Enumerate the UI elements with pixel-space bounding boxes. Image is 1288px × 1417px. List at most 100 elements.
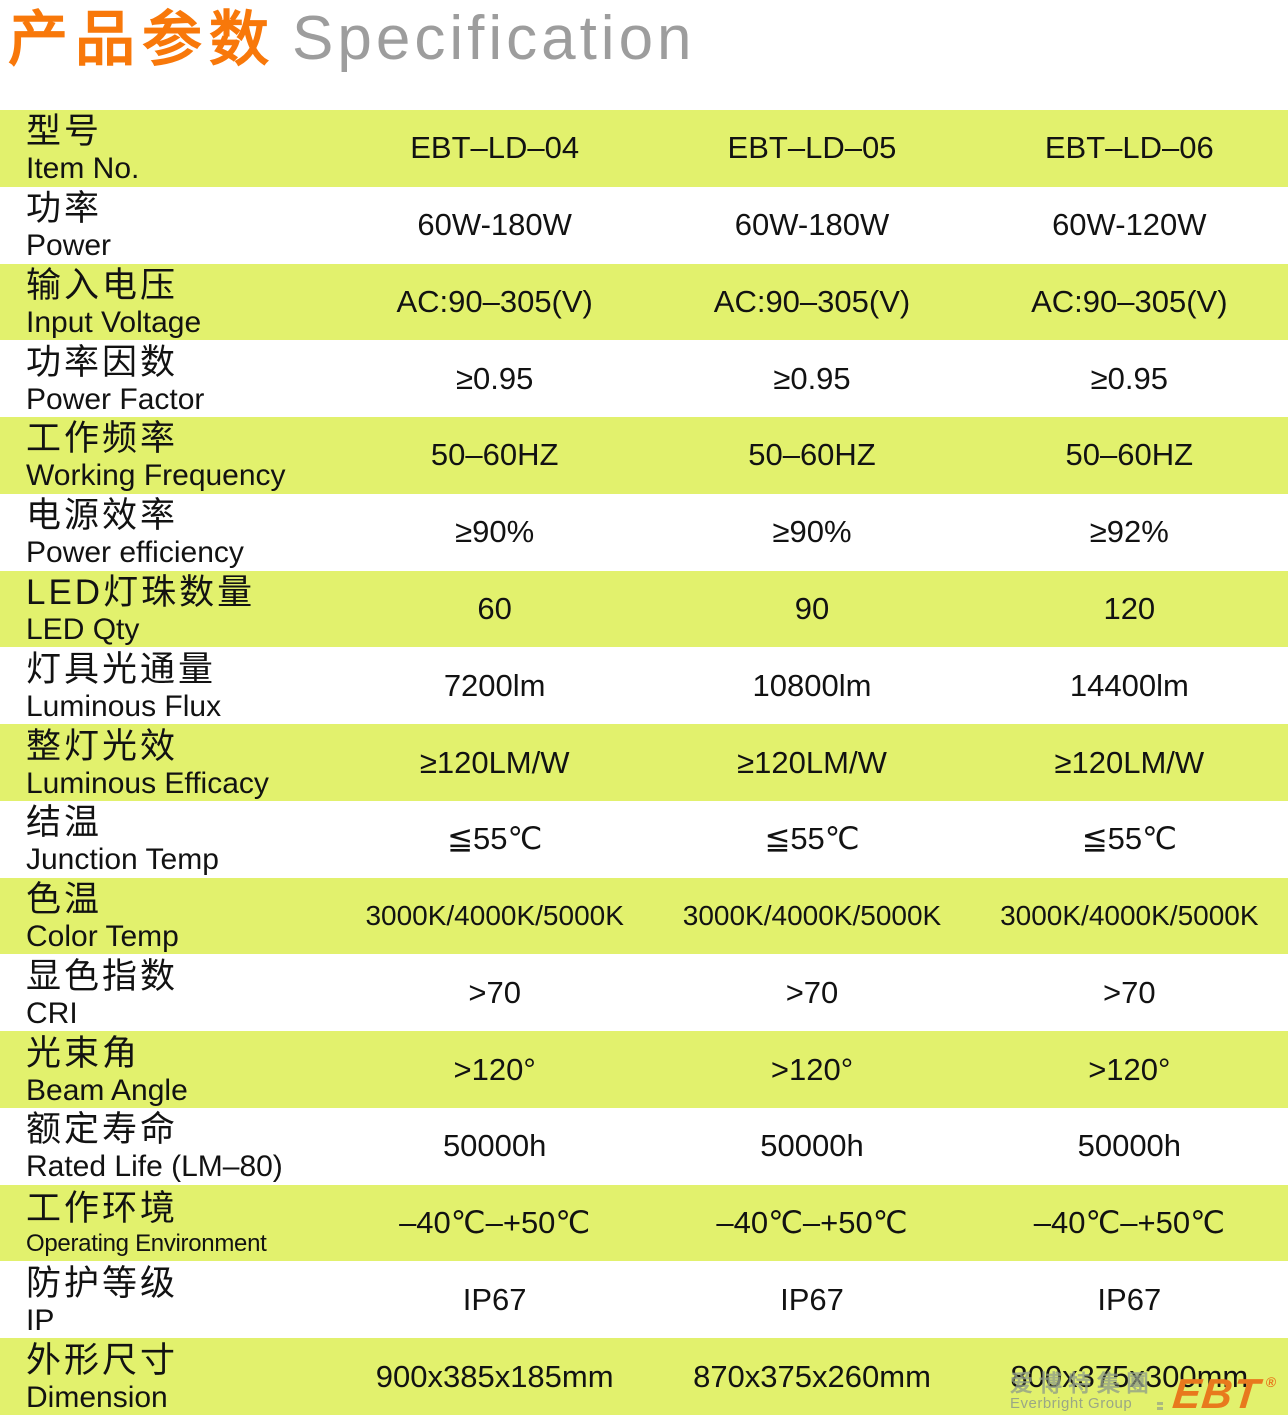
spec-row-3: 输入电压 Input Voltage AC:90–305(V) AC:90–305(V… (0, 263, 1288, 341)
spec-value-col3: –40℃–+50℃ (1033, 1205, 1225, 1241)
spec-value-col3: 14400lm (1069, 667, 1189, 703)
row-label-chinese: 型号 (26, 112, 103, 152)
spec-value-col1: 50000h (442, 1128, 547, 1164)
spec-row-14: 额定寿命 Rated Life (LM–80) 50000h 50000h 50000h (0, 1107, 1288, 1185)
spec-value-col2: ≥0.95 (773, 360, 851, 396)
spec-value-col1: AC:90–305(V) (396, 283, 593, 319)
spec-value-col2: 10800lm (752, 667, 872, 703)
row-label: 防护等级 IP (0, 1261, 336, 1338)
spec-row-16: 防护等级 IP IP67 IP67 IP67 (0, 1261, 1288, 1339)
spec-table: 型号 Item No. EBT–LD–04 EBT–LD–05 EBT–LD–06 功率 P… (0, 110, 1288, 1416)
row-label-chinese: 显色指数 (26, 956, 179, 996)
page-title: 产品参数 Specification (0, 0, 1288, 112)
spec-row-11: 色温 Color Temp 3000K/4000K/5000K 3000K/4000K… (0, 877, 1288, 955)
row-label-chinese: 防护等级 (26, 1263, 179, 1303)
row-label-english: Power (26, 229, 112, 263)
spec-value-col1: ≥120LM/W (419, 744, 570, 780)
row-label: 灯具光通量 Luminous Flux (0, 647, 336, 724)
spec-value-col1: ≦55℃ (447, 821, 543, 857)
row-label: 工作频率 Working Frequency (0, 417, 336, 494)
spec-value-col3: >70 (1103, 974, 1156, 1010)
row-label-chinese: 光束角 (26, 1033, 141, 1073)
spec-value-col2: 50000h (760, 1128, 864, 1164)
spec-row-1: 型号 Item No. EBT–LD–04 EBT–LD–05 EBT–LD–06 (0, 110, 1288, 187)
spec-value-col3: AC:90–305(V) (1031, 283, 1228, 319)
spec-row-10: 结温 Junction Temp ≦55℃ ≦55℃ ≦55℃ (0, 800, 1288, 878)
row-label-english: Working Frequency (26, 459, 286, 493)
row-label-chinese: 额定寿命 (26, 1110, 179, 1150)
spec-value-col2: ≦55℃ (764, 821, 860, 857)
spec-value-col2: IP67 (780, 1281, 844, 1317)
company-logo: 爱博特集團 Everbright Group EBT ® (1010, 1370, 1278, 1417)
spec-value-col3: 50–60HZ (1065, 437, 1194, 473)
row-label-english: LED Qty (26, 612, 140, 646)
row-label-english: IP (26, 1303, 55, 1337)
spec-value-col2: ≥120LM/W (737, 744, 887, 780)
spec-row-7: LED灯珠数量 LED Qty 60 90 120 (0, 570, 1288, 648)
spec-value-col1: >120° (453, 1051, 536, 1087)
row-label-chinese: 结温 (26, 803, 103, 843)
spec-row-13: 光束角 Beam Angle >120° >120° >120° (0, 1031, 1288, 1108)
spec-value-col2: 90 (794, 590, 830, 626)
spec-value-col2: EBT–LD–05 (727, 130, 897, 166)
company-name-chinese: 爱博特集團 (1010, 1370, 1155, 1396)
spec-value-col2: –40℃–+50℃ (716, 1205, 908, 1241)
spec-value-col2: >70 (785, 974, 839, 1010)
spec-value-col3: ≥0.95 (1090, 360, 1168, 396)
spec-value-col1: ≥0.95 (455, 360, 534, 396)
row-label-chinese: 功率 (26, 189, 103, 229)
row-label-english: Luminous Efficacy (26, 766, 269, 800)
spec-value-col1: 900x385x185mm (375, 1358, 614, 1394)
spec-value-col1: EBT–LD–04 (410, 130, 580, 166)
spec-value-col2: AC:90–305(V) (713, 283, 911, 319)
spec-value-col2: 60W-180W (734, 207, 890, 243)
row-label-chinese: LED灯珠数量 (26, 572, 256, 612)
row-label-chinese: 工作环境 (26, 1189, 179, 1229)
spec-value-col3: 3000K/4000K/5000K (1000, 900, 1259, 932)
row-label: 结温 Junction Temp (0, 801, 336, 878)
spec-row-12: 显色指数 CRI >70 >70 >70 (0, 954, 1288, 1032)
ebt-brand-text: EBT (1170, 1370, 1263, 1417)
spec-value-col3: IP67 (1097, 1281, 1162, 1317)
row-label-english: Power efficiency (26, 536, 244, 570)
row-label-chinese: 工作频率 (26, 419, 179, 459)
row-label-chinese: 外形尺寸 (26, 1340, 179, 1380)
page-title-english: Specification (292, 4, 696, 73)
logo-tick-marks (1157, 1400, 1163, 1412)
spec-value-col1: 3000K/4000K/5000K (365, 900, 624, 932)
row-label: LED灯珠数量 LED Qty (0, 571, 336, 648)
row-label-chinese: 色温 (26, 880, 103, 920)
spec-row-8: 灯具光通量 Luminous Flux 7200lm 10800lm 14400lm (0, 647, 1288, 725)
spec-value-col3: 120 (1103, 590, 1156, 626)
spec-row-9: 整灯光效 Luminous Efficacy ≥120LM/W ≥120LM/W ≥12… (0, 724, 1288, 801)
row-label-english: Color Temp (26, 920, 179, 954)
row-label-english: Luminous Flux (26, 689, 222, 723)
spec-value-col3: ≥120LM/W (1054, 744, 1205, 780)
row-label: 输入电压 Input Voltage (0, 264, 336, 341)
company-name-english: Everbright Group (1010, 1395, 1133, 1412)
spec-value-col1: –40℃–+50℃ (399, 1205, 591, 1241)
spec-value-col1: >70 (468, 974, 521, 1010)
row-label: 功率因数 Power Factor (0, 340, 336, 417)
row-label: 额定寿命 Rated Life (LM–80) (0, 1108, 336, 1185)
spec-row-2: 功率 Power 60W-180W 60W-180W 60W-120W (0, 186, 1288, 264)
spec-value-col1: ≥90% (455, 514, 535, 550)
row-label: 整灯光效 Luminous Efficacy (0, 724, 336, 801)
row-label: 光束角 Beam Angle (0, 1031, 336, 1108)
row-label: 显色指数 CRI (0, 954, 336, 1031)
spec-value-col3: ≥92% (1089, 514, 1169, 550)
spec-value-col2: 870x375x260mm (693, 1358, 931, 1394)
row-label-english: CRI (26, 996, 78, 1030)
row-label-chinese: 输入电压 (26, 265, 179, 305)
company-name-block: 爱博特集團 Everbright Group (1010, 1371, 1155, 1412)
spec-value-col3: 800x375x300mm (1010, 1358, 1249, 1394)
spec-value-col1: 50–60HZ (430, 437, 559, 473)
row-label-english: Junction Temp (26, 843, 219, 877)
row-label-english: Power Factor (26, 382, 205, 416)
spec-value-col1: 60W-180W (417, 207, 572, 243)
spec-row-5: 工作频率 Working Frequency 50–60HZ 50–60HZ 50–60… (0, 417, 1288, 494)
row-label: 色温 Color Temp (0, 878, 336, 955)
spec-row-4: 功率因数 Power Factor ≥0.95 ≥0.95 ≥0.95 (0, 340, 1288, 418)
spec-value-col2: ≥90% (772, 514, 852, 550)
row-label-chinese: 灯具光通量 (26, 649, 217, 689)
